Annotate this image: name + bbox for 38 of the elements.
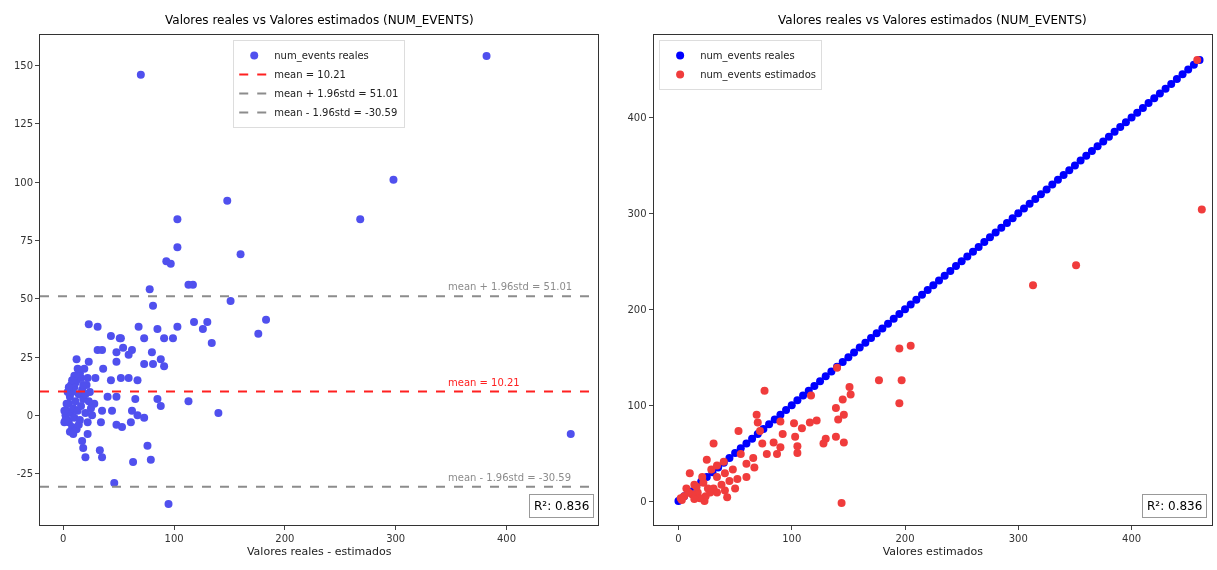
x-tick-label: 300 <box>1008 533 1028 544</box>
x-tick-label: 400 <box>1122 533 1142 544</box>
legend-label: mean + 1.96std = 51.01 <box>274 88 399 100</box>
text: mean - 1.96std = -30.59 <box>448 472 572 483</box>
annotation: R²: 0.836 <box>1147 499 1203 513</box>
x-tick-label: 100 <box>164 533 184 544</box>
y-tick-label: 75 <box>20 234 33 246</box>
x-axis-title: Valores reales - estimados <box>246 545 392 559</box>
y-tick-label: 400 <box>627 111 647 123</box>
chart-title: Valores reales vs Valores estimados (NUM_EVENTS) <box>778 13 1087 27</box>
legend-label: num_events reales <box>274 50 369 63</box>
annotation: R²: 0.836 <box>534 499 590 513</box>
y-tick-label: 150 <box>13 59 33 71</box>
legend-label: mean - 1.96std = -30.59 <box>274 107 398 119</box>
legend-label: num_events reales <box>700 50 795 63</box>
y-tick-label: 25 <box>20 351 33 363</box>
y-tick-label: 100 <box>13 176 33 188</box>
x-tick-label: 200 <box>895 533 915 544</box>
y-tick-label: 0 <box>640 495 647 507</box>
legend-label: num_events estimados <box>700 69 817 82</box>
chart-title: Valores reales vs Valores estimados (NUM_EVENTS) <box>165 13 474 27</box>
y-tick-label: 100 <box>627 399 647 411</box>
x-tick-label: 300 <box>386 533 406 544</box>
text: mean = 10.21 <box>448 377 520 388</box>
x-tick-label: 100 <box>782 533 802 544</box>
y-tick-label: -25 <box>16 468 33 480</box>
y-tick-label: 125 <box>13 118 33 130</box>
text: mean + 1.96std = 51.01 <box>448 281 573 292</box>
x-tick-label: 0 <box>675 533 682 544</box>
y-tick-label: 0 <box>26 409 33 421</box>
x-axis-title: Valores estimados <box>882 545 984 559</box>
y-tick-label: 200 <box>627 303 647 315</box>
y-tick-label: 300 <box>627 207 647 219</box>
x-tick-label: 200 <box>275 533 295 544</box>
x-tick-label: 0 <box>60 533 67 544</box>
x-tick-label: 400 <box>496 533 517 544</box>
y-tick-label: 50 <box>20 293 33 305</box>
legend-label: mean = 10.21 <box>274 69 346 81</box>
